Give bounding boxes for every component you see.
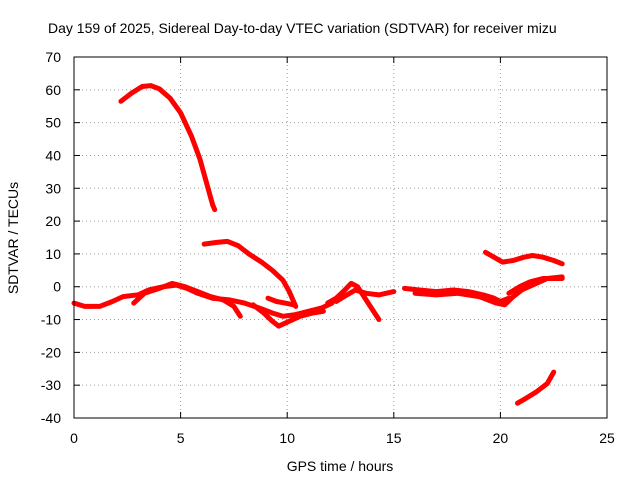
y-tick-label: -40	[41, 410, 61, 426]
x-tick-label: 15	[386, 430, 402, 446]
y-tick-label: 10	[45, 246, 61, 262]
series-arc-12	[483, 249, 565, 267]
chart-title: Day 159 of 2025, Sidereal Day-to-day VTE…	[48, 20, 557, 36]
y-tick-label: 30	[45, 180, 61, 196]
y-tick-label: 20	[45, 213, 61, 229]
series-arc-2	[201, 238, 299, 309]
y-tick-label: -30	[41, 377, 61, 393]
x-tick-label: 25	[599, 430, 615, 446]
x-axis-label: GPS time / hours	[287, 458, 394, 474]
x-tick-label: 10	[279, 430, 295, 446]
y-tick-label: 60	[45, 82, 61, 98]
y-tick-label: -10	[41, 312, 61, 328]
series-arc-4	[131, 280, 243, 319]
series-arc-10	[412, 274, 565, 308]
series-arc-9	[402, 285, 512, 304]
y-axis-label: SDTVAR / TECUs	[5, 182, 21, 294]
grid-layer	[74, 57, 607, 418]
series-arc-7	[325, 280, 382, 322]
series-arc-13	[515, 369, 557, 406]
tick-layer: 0 5 10 15 20 25 -40 -30 -20 -10 0 10 20 30 40 50 60 70	[41, 49, 615, 446]
y-tick-label: 70	[45, 49, 61, 65]
series-arc-6	[265, 295, 297, 308]
y-tick-label: 0	[53, 279, 61, 295]
x-tick-label: 20	[493, 430, 509, 446]
y-tick-label: -20	[41, 344, 61, 360]
series-arc-1	[118, 83, 218, 213]
series-arc-5	[250, 302, 326, 329]
series-arc-11	[506, 276, 565, 296]
series-arc-8	[333, 287, 397, 304]
plot-frame	[73, 56, 608, 419]
x-tick-label: 5	[177, 430, 185, 446]
series-layer	[71, 83, 565, 406]
y-tick-label: 50	[45, 115, 61, 131]
x-tick-label: 0	[70, 430, 78, 446]
y-tick-label: 40	[45, 147, 61, 163]
